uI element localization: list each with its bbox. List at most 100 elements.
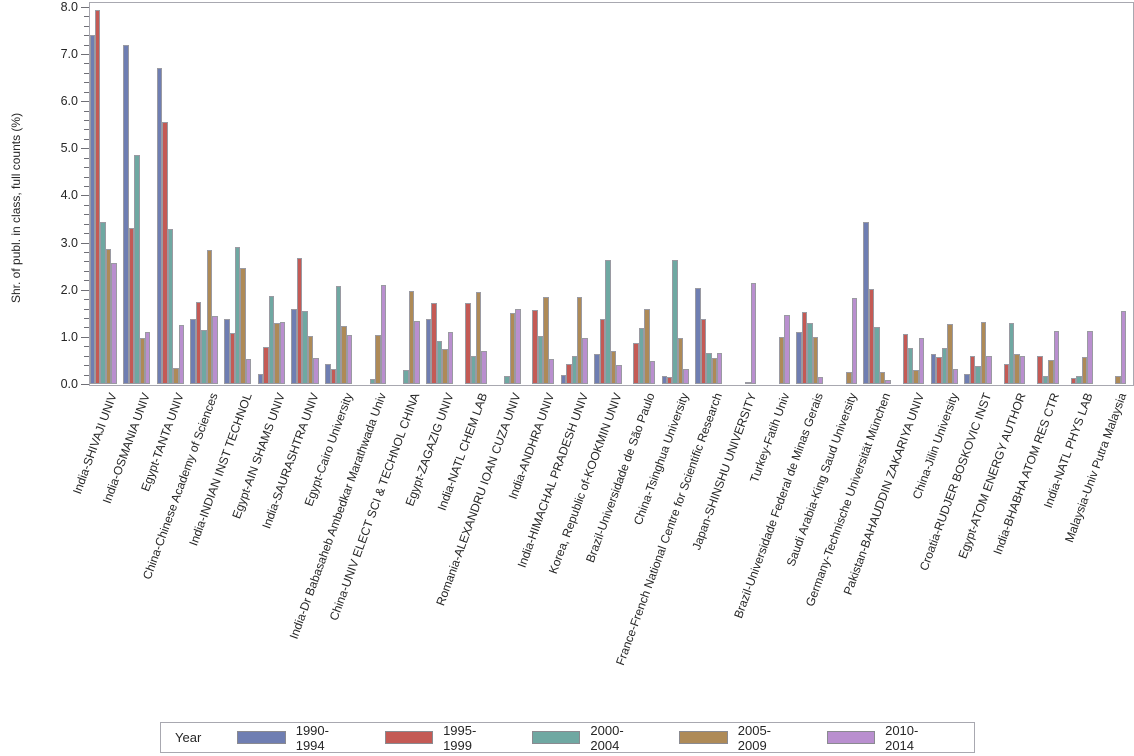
bar-2010-2014 [313,357,319,384]
bar-2005-2009 [913,369,919,384]
bar-1990-1994 [190,318,196,384]
legend-swatch [237,731,286,744]
bar-2000-2004 [874,327,880,384]
y-minor-tick [84,157,89,159]
bar-1995-1999 [330,368,336,384]
bar-2000-2004 [201,330,207,384]
bar-2010-2014 [784,315,790,384]
y-minor-tick [84,270,89,272]
y-axis-title: Shr. of publ. in class, full counts (%) [9,112,23,303]
bar-2010-2014 [245,359,252,384]
bar-2010-2014 [616,365,622,384]
bar-2010-2014 [111,262,117,384]
bar-1995-1999 [700,319,707,384]
y-major-tick [81,242,89,244]
bar-2000-2004 [302,310,308,384]
legend-swatch [826,731,876,744]
bar-1990-1994 [964,373,970,384]
bar-2005-2009 [644,308,650,384]
y-tick-label: 3.0 [60,235,78,250]
legend-label: 2010-2014 [885,722,919,753]
bar-2005-2009 [341,326,347,384]
bar-2000-2004 [1076,375,1082,384]
y-major-tick [81,101,89,103]
y-minor-tick [84,25,89,27]
bar-2010-2014 [952,368,959,384]
bar-1995-1999 [1003,363,1009,384]
bar-2005-2009 [442,349,448,384]
y-minor-tick [84,280,89,282]
bar-2000-2004 [1042,375,1049,384]
legend-item: 1990-1994 [237,723,354,753]
legend-label: 1995-1999 [443,722,477,753]
bar-2010-2014 [1120,310,1127,384]
bar-1990-1994 [123,44,129,384]
bar-2000-2004 [335,285,342,384]
y-minor-tick [84,374,89,376]
bar-2005-2009 [947,323,953,384]
bar-1995-1999 [902,334,908,384]
bar-2010-2014 [447,332,454,384]
bar-1990-1994 [594,354,600,384]
bar-2005-2009 [408,291,415,384]
bar-1995-1999 [969,355,976,384]
bar-2005-2009 [812,336,818,384]
y-tick-label: 4.0 [60,188,78,203]
bar-2000-2004 [672,259,678,384]
bar-2005-2009 [139,337,145,384]
bar-2005-2009 [1048,360,1054,384]
y-tick-label: 8.0 [60,0,78,14]
y-major-tick [81,195,89,197]
bar-2010-2014 [918,337,925,384]
bar-1990-1994 [796,332,802,384]
bar-2005-2009 [879,372,886,384]
y-minor-tick [84,233,89,235]
bar-2010-2014 [1053,330,1059,384]
y-minor-tick [84,261,89,263]
bar-1990-1994 [224,318,230,384]
y-minor-tick [84,251,89,253]
y-major-tick [81,336,89,338]
bar-2005-2009 [476,292,482,384]
y-minor-tick [84,110,89,112]
y-tick-label: 0.0 [60,377,78,391]
legend-item: 2000-2004 [531,723,649,753]
bar-2000-2004 [571,356,577,384]
bar-2010-2014 [346,334,353,384]
bar-2010-2014 [986,355,992,384]
bar-2010-2014 [515,308,521,384]
bar-2010-2014 [1019,355,1026,384]
bar-2010-2014 [279,322,286,384]
bar-2010-2014 [817,376,824,384]
bar-2005-2009 [1115,375,1121,384]
bar-1990-1994 [863,222,869,384]
bar-1990-1994 [156,68,163,384]
bar-2010-2014 [717,352,723,384]
y-tick-label: 1.0 [60,329,78,344]
bar-1995-1999 [431,303,437,384]
bar-2005-2009 [711,358,718,384]
bar-2005-2009 [206,250,213,384]
legend: Year 1990-1994 1995-1999 2000-2004 2005-200… [160,722,975,753]
bar-2010-2014 [683,368,689,384]
bar-2005-2009 [846,372,852,384]
y-minor-tick [84,223,89,225]
y-major-tick [81,148,89,150]
bar-1995-1999 [162,122,168,384]
bar-1995-1999 [868,289,875,384]
y-major-tick [81,384,89,385]
y-tick-label: 7.0 [60,46,78,61]
y-minor-tick [84,355,89,357]
legend-items: 1990-1994 1995-1999 2000-2004 2005-2009 2010… [237,723,974,753]
bar-2000-2004 [504,375,510,384]
bar-2000-2004 [908,347,914,384]
bar-2005-2009 [1014,353,1020,384]
y-minor-tick [84,365,89,367]
bar-2000-2004 [975,366,981,384]
bar-1995-1999 [94,10,101,384]
bar-1990-1994 [89,35,95,384]
bar-2005-2009 [1081,357,1088,384]
bar-1995-1999 [633,342,639,384]
bar-1995-1999 [566,364,572,384]
